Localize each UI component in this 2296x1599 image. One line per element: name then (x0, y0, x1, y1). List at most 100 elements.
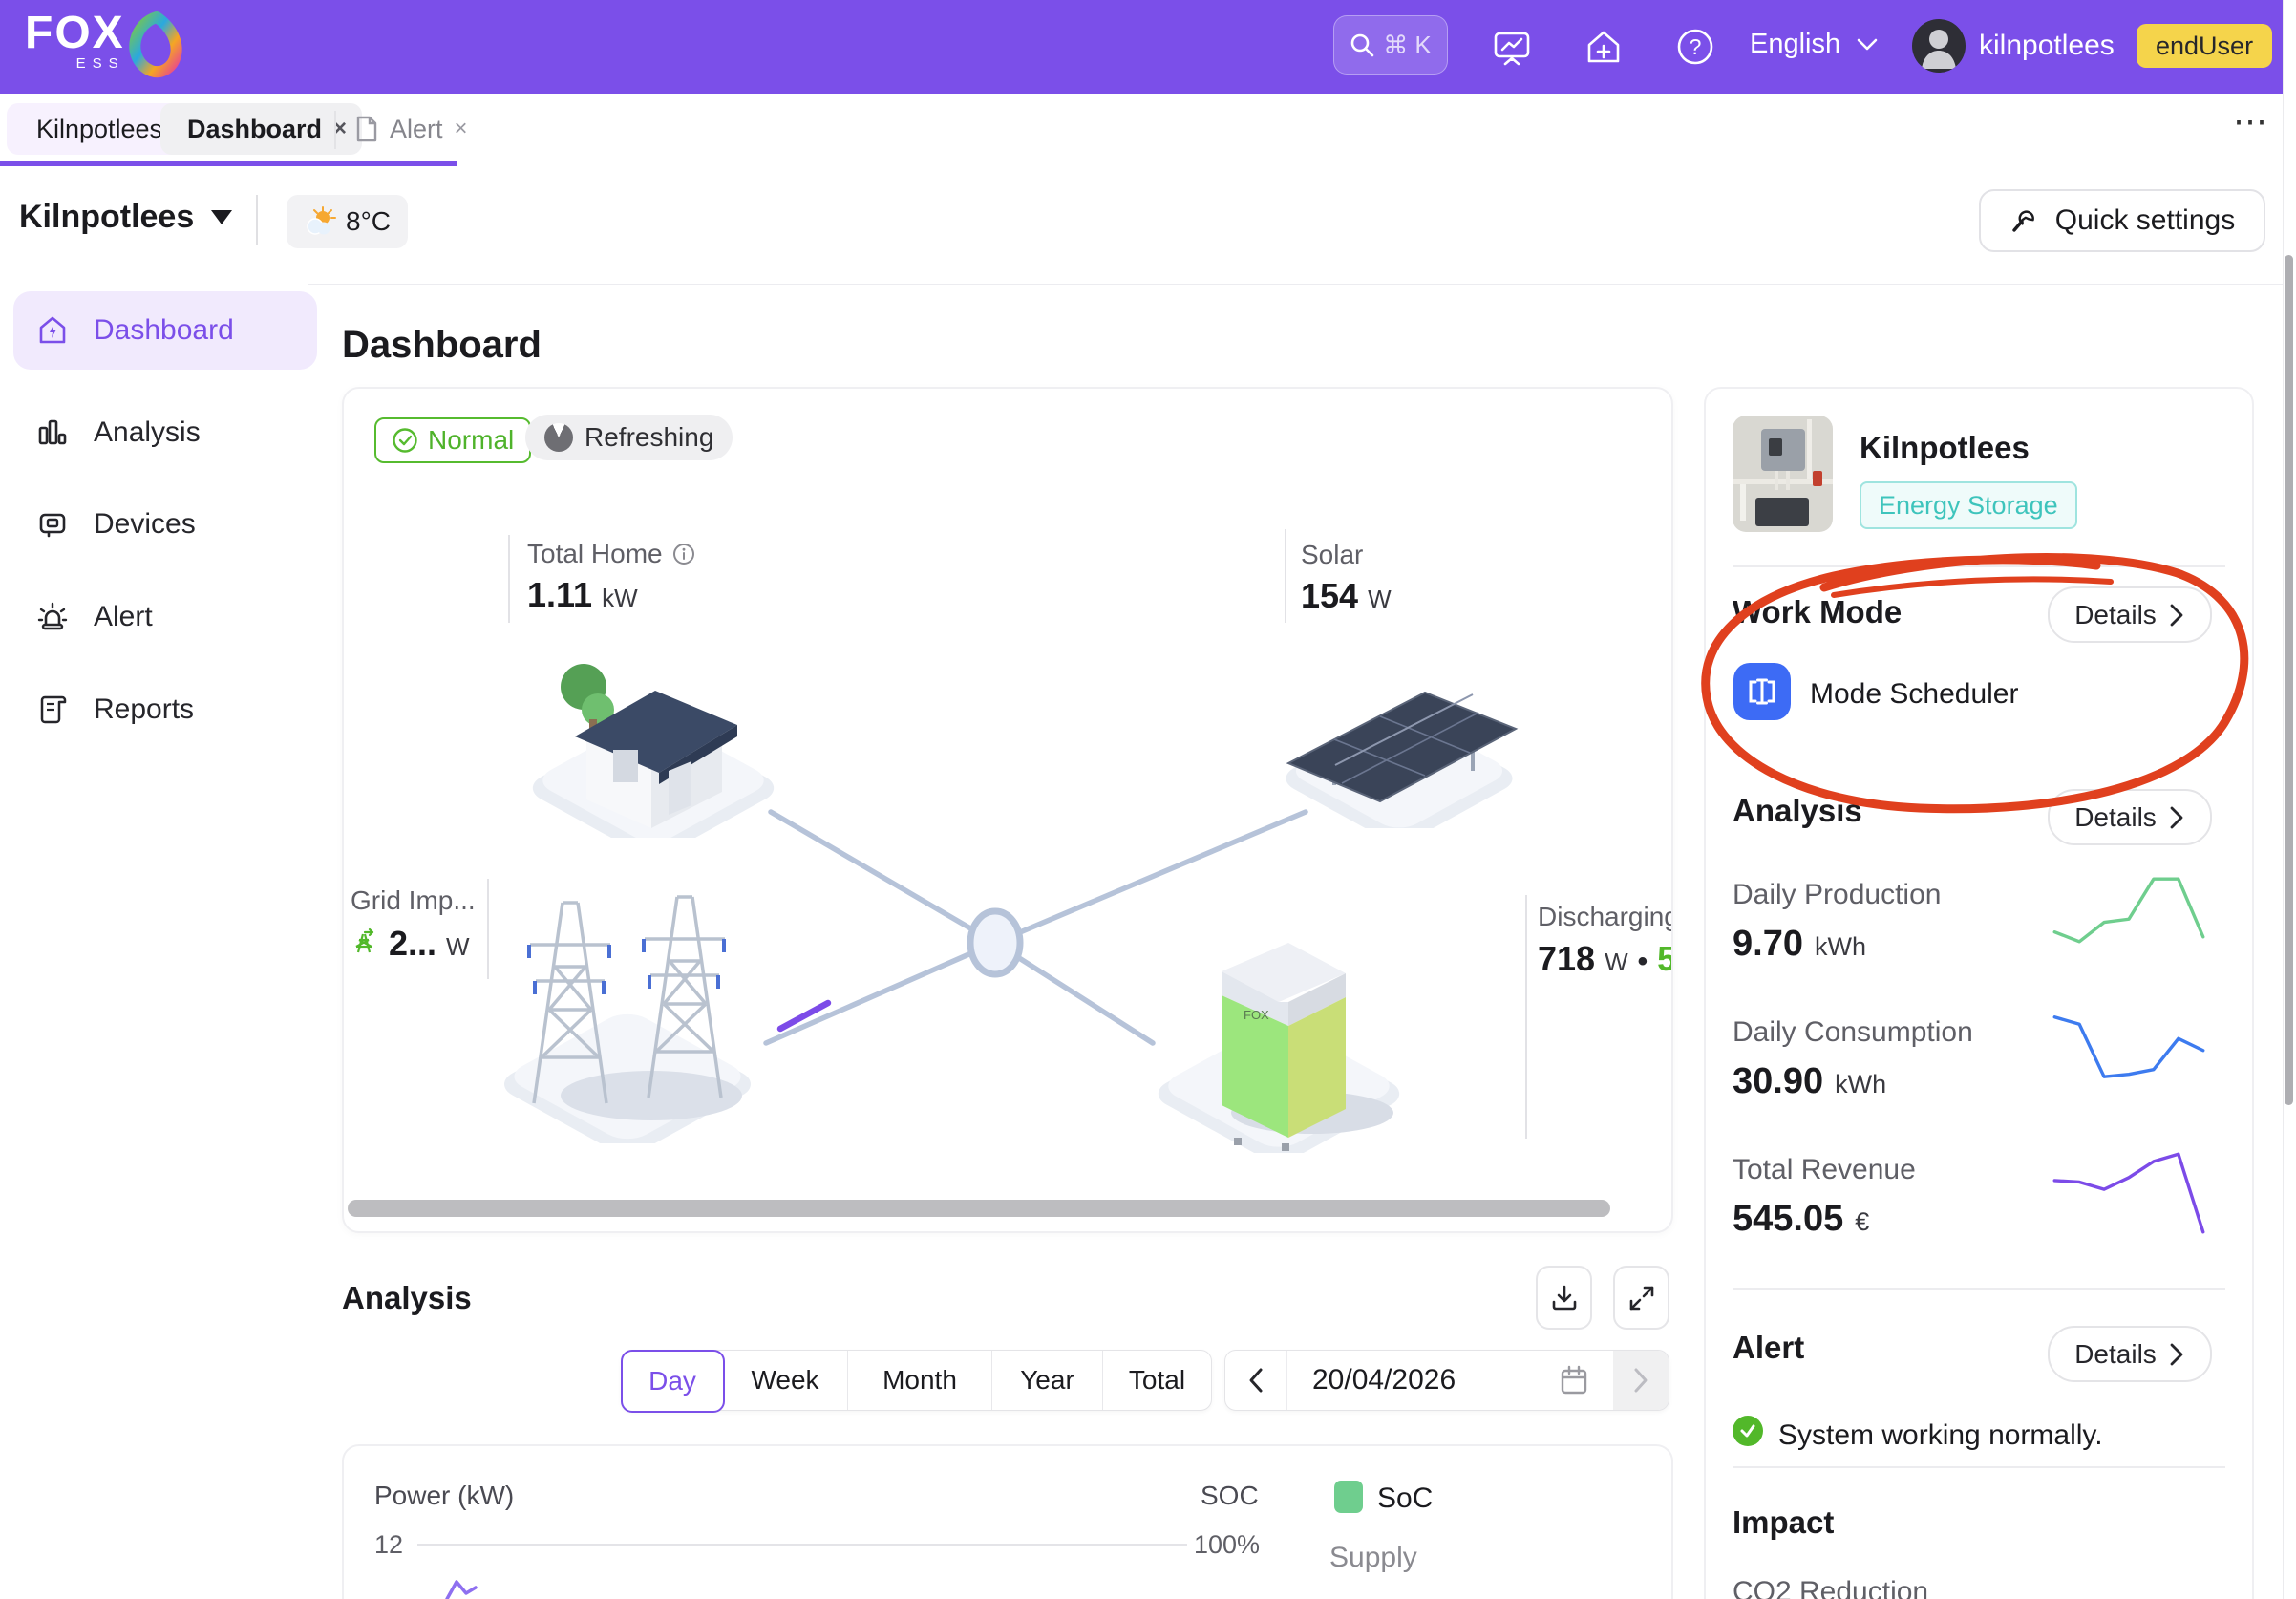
sidebar-item-analysis[interactable]: Analysis (13, 403, 317, 462)
info-icon[interactable] (672, 543, 695, 565)
site-header: Kilnpotlees 8°C Quick settings (0, 166, 2296, 285)
legend-soc-swatch[interactable] (1334, 1481, 1363, 1513)
period-total[interactable]: Total (1128, 1365, 1186, 1395)
foxess-logo-mark (129, 11, 182, 78)
status-badge-normal: Normal (374, 417, 532, 463)
tab-station-home-label: Kilnpotlees (35, 114, 163, 143)
global-search[interactable]: ⌘ K (1333, 15, 1448, 75)
add-station-icon[interactable] (1584, 27, 1624, 67)
period-segmented-control: Day Week Month Year Total (620, 1349, 1212, 1413)
scrollbar-thumb[interactable] (2285, 255, 2293, 1105)
flow-hub-node (967, 907, 1024, 978)
sidebar-item-label: Devices (94, 508, 196, 540)
left-axis-tick: 12 (374, 1530, 404, 1559)
download-button[interactable] (1536, 1266, 1592, 1330)
status-normal-label: Normal (428, 425, 515, 455)
tab-dashboard[interactable]: Dashboard × (160, 103, 362, 155)
date-navigator: 20/04/2026 (1224, 1350, 1669, 1411)
date-value: 20/04/2026 (1312, 1364, 1456, 1396)
sidebar-item-alert[interactable]: Alert (13, 587, 317, 647)
username-label: kilnpotlees (1979, 30, 2115, 61)
logo-text: FOX (25, 8, 125, 58)
period-week[interactable]: Week (723, 1351, 848, 1410)
legend-supply-label[interactable]: Supply (1329, 1542, 1417, 1573)
solar-value: 154 (1301, 576, 1359, 615)
role-badge: endUser (2137, 24, 2273, 68)
energy-flow-card: FOX Normal Refreshing Total Home (342, 387, 1673, 1233)
station-type-badge: Energy Storage (1860, 481, 2077, 529)
tab-dashboard-label: Dashboard (186, 114, 323, 143)
total-home-unit: kW (602, 584, 638, 612)
help-icon[interactable]: ? (1675, 27, 1715, 67)
page-title: Dashboard (342, 323, 542, 366)
daily-production-label: Daily Production (1733, 879, 1942, 910)
avatar[interactable] (1912, 19, 1966, 73)
svg-text:FOX: FOX (1244, 1008, 1269, 1022)
battery-power-unit: W (1605, 948, 1628, 976)
quick-settings-button[interactable]: Quick settings (1979, 189, 2265, 252)
prev-date-button[interactable] (1225, 1351, 1287, 1410)
refreshing-label: Refreshing (585, 422, 714, 452)
tab-alert[interactable]: Alert × (355, 103, 468, 155)
total-home-value: 1.11 (527, 575, 593, 614)
total-revenue-label: Total Revenue (1733, 1154, 1916, 1185)
work-mode-details-button[interactable]: Details (2048, 586, 2212, 643)
mode-scheduler-icon[interactable] (1733, 663, 1791, 720)
chevron-down-icon (1857, 38, 1878, 50)
home-illustration (532, 664, 775, 838)
sidebar-item-devices[interactable]: Devices (13, 495, 317, 554)
chart-line-fragment (445, 1580, 478, 1599)
solar-label: Solar (1301, 540, 1364, 569)
fullscreen-button[interactable] (1613, 1266, 1669, 1330)
grid-import-unit: W (446, 932, 470, 961)
battery-illustration: FOX (1158, 943, 1400, 1153)
alert-details-button[interactable]: Details (2048, 1326, 2212, 1382)
divider (1733, 1288, 2225, 1290)
station-name: Kilnpotlees (1860, 430, 2030, 465)
tab-dashboard-close-icon[interactable]: × (333, 116, 348, 141)
chevron-right-icon (2170, 1343, 2183, 1365)
report-scroll-icon (40, 695, 67, 724)
legend-soc-label[interactable]: SoC (1377, 1482, 1434, 1514)
tab-alert-close-icon[interactable]: × (454, 116, 468, 141)
language-selector[interactable]: English (1750, 29, 1879, 60)
refreshing-badge[interactable]: Refreshing (525, 415, 733, 460)
site-selector[interactable]: Kilnpotlees (19, 199, 233, 236)
tab-overflow-menu[interactable]: ⋯ (2233, 101, 2271, 140)
next-date-button[interactable] (1613, 1351, 1669, 1410)
monitoring-board-icon[interactable] (1492, 27, 1532, 67)
chevron-right-icon (1634, 1368, 1648, 1393)
energy-flow-lines (763, 809, 1308, 1046)
period-month[interactable]: Month (848, 1351, 992, 1410)
battery-label-block: Discharging 718 W • 5 (1538, 902, 1671, 979)
sun-cloud-icon (307, 206, 336, 235)
details-label: Details (2074, 599, 2157, 629)
period-day[interactable]: Day (620, 1349, 725, 1413)
tab-separator (334, 111, 336, 149)
grid-import-label: Grid Imp... (351, 885, 476, 915)
daily-production-value: 9.70 kWh (1733, 924, 1866, 964)
period-year[interactable]: Year (992, 1351, 1103, 1410)
mode-scheduler-label[interactable]: Mode Scheduler (1810, 678, 2019, 710)
solar-panel-illustration (1286, 691, 1519, 828)
sidebar-item-reports[interactable]: Reports (13, 680, 317, 739)
divider (1733, 1466, 2225, 1468)
battery-soc-value: 5 (1657, 939, 1671, 979)
details-label: Details (2074, 1338, 2157, 1369)
chevron-left-icon (1249, 1368, 1263, 1393)
date-picker[interactable]: 20/04/2026 (1287, 1351, 1613, 1410)
total-revenue-sparkline (2052, 1144, 2206, 1242)
download-icon (1552, 1285, 1576, 1310)
analysis-details-button[interactable]: Details (2048, 789, 2212, 845)
impact-title: Impact (1733, 1504, 1835, 1540)
horizontal-scrollbar[interactable] (348, 1200, 1610, 1217)
label-line (1525, 895, 1527, 1139)
divider (1733, 565, 2225, 567)
svg-text:?: ? (1690, 34, 1702, 59)
total-home-label-block: Total Home 1.11 kW (527, 539, 695, 615)
sidebar-item-dashboard[interactable]: Dashboard (13, 291, 317, 370)
station-photo[interactable] (1733, 416, 1833, 532)
chevron-right-icon (2170, 604, 2183, 626)
sidebar-item-label: Alert (94, 601, 153, 632)
